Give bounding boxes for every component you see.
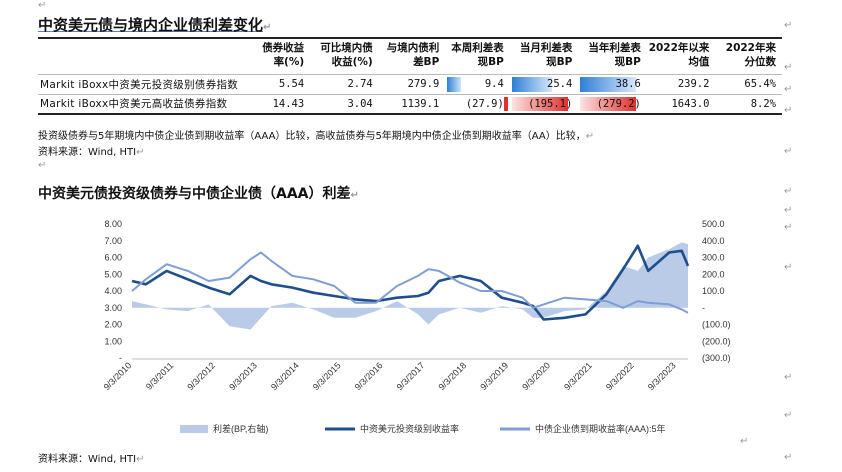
right-axis-tick-label: 500.0 bbox=[702, 219, 725, 229]
col-header-year: 当年利差表现BP bbox=[588, 42, 641, 68]
paragraph-mark: ↵ bbox=[784, 105, 793, 116]
left-axis-tick-label: 7.00 bbox=[104, 236, 122, 246]
cell-spread: 1139.1 bbox=[378, 93, 446, 115]
databar-positive bbox=[511, 76, 552, 92]
legend-label-ig: 中资美元投资级别收益率 bbox=[360, 423, 459, 434]
paragraph-mark: ↵ bbox=[784, 20, 793, 31]
col-header-week: 本周利差表现BP bbox=[451, 42, 504, 68]
paragraph-mark: ↵ bbox=[784, 146, 793, 157]
cell-year: 38.6 bbox=[578, 73, 647, 94]
right-axis-tick-label: (200.0) bbox=[702, 336, 731, 346]
cell-comparable: 3.04 bbox=[310, 93, 379, 115]
left-axis-tick-label: 2.00 bbox=[104, 320, 122, 330]
right-axis-tick-label: 100.0 bbox=[702, 286, 725, 296]
table-row: Markit iBoxx中资美元高收益债券指数 14.43 3.04 1139.… bbox=[38, 93, 782, 115]
x-axis-tick-label: 9/3/2014 bbox=[269, 360, 301, 392]
paragraph-mark: ↵ bbox=[38, 160, 47, 171]
paragraph-mark: ↵ bbox=[784, 262, 793, 273]
left-axis-tick-label: 4.00 bbox=[104, 286, 122, 296]
table-footnote: 投资级债券与5年期境内中债企业债到期收益率（AAA）比较，高收益债券与5年期境内… bbox=[38, 131, 595, 142]
cell-week: 9.4 bbox=[445, 73, 510, 94]
table-title-text: 中资美元债与境内企业债利差变化 bbox=[38, 16, 264, 34]
left-axis-tick-label: 1.00 bbox=[104, 336, 122, 346]
spread-table: 债券收益率(%) 可比境内债收益(%) 与境内债利差BP 本周利差表现BP 当月… bbox=[38, 37, 782, 115]
legend-swatch-spread bbox=[180, 425, 208, 433]
right-axis-tick-label: 400.0 bbox=[702, 236, 725, 246]
x-axis-tick-label: 9/3/2012 bbox=[185, 360, 217, 392]
cell-yield: 5.54 bbox=[255, 73, 311, 94]
cell-spread: 279.9 bbox=[378, 73, 446, 94]
right-axis-tick-label: 300.0 bbox=[702, 253, 725, 263]
legend-label-spread: 利差(BP,右轴) bbox=[213, 423, 268, 434]
col-header-pct: 2022年来分位数 bbox=[725, 42, 776, 68]
chart-title: 中资美元债投资级债券与中债企业债（AAA）利差↵ bbox=[38, 186, 359, 202]
source-note-1: 资料来源：Wind, HTI↵ bbox=[38, 147, 145, 158]
ig-yield-line bbox=[131, 244, 690, 321]
right-axis-tick-label: (100.0) bbox=[702, 320, 731, 330]
paragraph-mark: ↵ bbox=[784, 222, 793, 233]
x-axis-tick-label: 9/3/2018 bbox=[437, 360, 469, 392]
x-axis-tick-label: 9/3/2016 bbox=[353, 360, 385, 392]
cn-aaa-yield-line bbox=[131, 251, 689, 314]
cell-month: (195.1) bbox=[509, 93, 579, 115]
paragraph-mark: ↵ bbox=[784, 452, 793, 463]
left-axis-tick-label: 8.00 bbox=[104, 219, 122, 229]
col-header-avg: 2022年以来均值 bbox=[648, 42, 710, 68]
left-axis-tick-label: 6.00 bbox=[104, 253, 122, 263]
databar-positive bbox=[447, 76, 462, 92]
source-note-2: 资料来源：Wind, HTI↵ bbox=[38, 454, 145, 465]
left-axis-tick-label: 5.00 bbox=[104, 269, 122, 279]
x-axis-tick-label: 9/3/2015 bbox=[311, 360, 343, 392]
paragraph-mark: ↵ bbox=[784, 372, 793, 383]
col-header-yield: 债券收益率(%) bbox=[262, 42, 305, 68]
col-header-month: 当月利差表现BP bbox=[519, 42, 573, 68]
cell-avg: 1643.0 bbox=[646, 93, 716, 115]
paragraph-mark: ↵ bbox=[38, 0, 47, 11]
right-axis-tick-label: (300.0) bbox=[702, 353, 731, 363]
x-axis-tick-label: 9/3/2022 bbox=[604, 360, 636, 392]
right-axis-tick-label: - bbox=[702, 303, 705, 313]
x-axis-tick-label: 9/3/2019 bbox=[478, 360, 510, 392]
left-axis-tick-label: 3.00 bbox=[104, 303, 122, 313]
legend-label-aaa: 中债企业债到期收益率(AAA):5年 bbox=[535, 423, 666, 434]
left-axis-tick-label: - bbox=[119, 353, 122, 363]
paragraph-mark: ↵ bbox=[784, 410, 793, 421]
databar-negative bbox=[580, 96, 637, 111]
x-axis-tick-label: 9/3/2023 bbox=[646, 360, 678, 392]
col-header-spread: 与境内债利差BP bbox=[386, 42, 440, 68]
databar-negative bbox=[503, 96, 508, 111]
x-axis-tick-label: 9/3/2011 bbox=[144, 360, 175, 391]
databar-positive bbox=[580, 76, 637, 92]
cell-pct: 8.2% bbox=[715, 93, 782, 115]
cell-comparable: 2.74 bbox=[310, 73, 379, 94]
spread-area-series bbox=[132, 242, 688, 330]
x-axis-tick-label: 9/3/2020 bbox=[520, 360, 552, 392]
col-header-name bbox=[38, 38, 256, 74]
paragraph-mark: ↵ bbox=[784, 62, 793, 73]
x-axis-tick-label: 9/3/2013 bbox=[227, 360, 259, 392]
databar-negative bbox=[511, 96, 568, 111]
row-name: Markit iBoxx中资美元投资级别债券指数 bbox=[38, 73, 256, 94]
x-axis-tick-label: 9/3/2017 bbox=[395, 360, 427, 392]
cell-week: (27.9) bbox=[445, 93, 510, 115]
paragraph-mark: ↵ bbox=[784, 186, 793, 197]
table-row: Markit iBoxx中资美元投资级别债券指数 5.54 2.74 279.9… bbox=[38, 73, 782, 94]
paragraph-mark: ↵ bbox=[740, 436, 749, 447]
paragraph-mark: ↵ bbox=[784, 84, 793, 95]
cell-avg: 239.2 bbox=[646, 73, 716, 94]
x-axis-tick-label: 9/3/2021 bbox=[562, 360, 594, 392]
cell-yield: 14.43 bbox=[255, 93, 311, 115]
col-header-comparable: 可比境内债收益(%) bbox=[320, 42, 373, 68]
cell-year: (279.2) bbox=[578, 93, 647, 115]
cell-month: 25.4 bbox=[509, 73, 579, 94]
table-title: 中资美元债与境内企业债利差变化↵ bbox=[38, 16, 272, 34]
cell-pct: 65.4% bbox=[715, 73, 782, 94]
right-axis-tick-label: 200.0 bbox=[702, 269, 725, 279]
row-name: Markit iBoxx中资美元高收益债券指数 bbox=[38, 93, 256, 115]
paragraph-mark: ↵ bbox=[784, 205, 793, 216]
spread-chart: 8.00 7.00 6.00 5.00 4.00 3.00 2.00 1.00 - 500.0 40… bbox=[102, 219, 731, 434]
table-header-row: 债券收益率(%) 可比境内债收益(%) 与境内债利差BP 本周利差表现BP 当月… bbox=[38, 38, 782, 74]
x-axis-tick-label: 9/3/2010 bbox=[102, 360, 134, 392]
